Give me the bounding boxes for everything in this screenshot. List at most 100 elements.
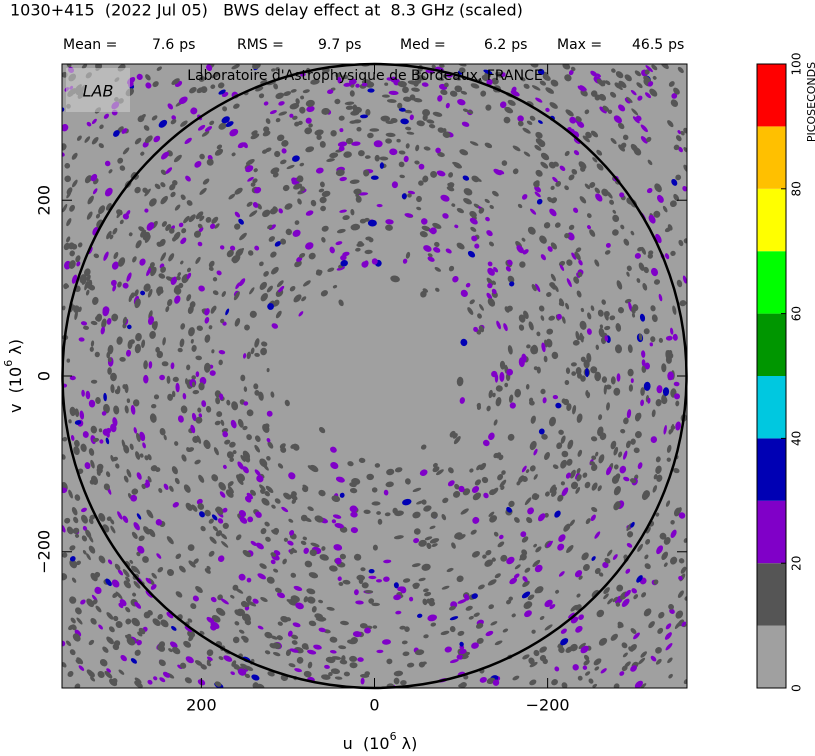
- field-texture: [297, 198, 302, 205]
- field-texture: [226, 399, 231, 406]
- field-texture: [335, 72, 342, 78]
- field-texture: [99, 439, 104, 444]
- field-texture: [501, 470, 506, 475]
- field-texture: [571, 168, 578, 175]
- field-texture: [102, 306, 110, 317]
- field-texture: [467, 307, 474, 315]
- field-texture: [632, 116, 640, 124]
- field-texture: [250, 540, 257, 546]
- field-texture: [449, 430, 456, 438]
- field-texture: [509, 402, 516, 409]
- field-texture: [451, 203, 456, 207]
- field-texture: [74, 533, 80, 538]
- field-texture: [99, 658, 108, 667]
- field-texture: [479, 462, 487, 471]
- field-texture: [550, 242, 558, 250]
- field-texture: [640, 399, 645, 407]
- field-texture: [318, 188, 325, 193]
- field-texture: [140, 151, 145, 156]
- chart-title: 1030+415 (2022 Jul 05) BWS delay effect …: [10, 1, 523, 20]
- field-texture: [159, 428, 166, 436]
- field-texture: [355, 195, 362, 203]
- field-texture: [69, 649, 76, 656]
- field-texture: [215, 507, 220, 514]
- field-texture: [529, 115, 536, 121]
- field-texture: [208, 550, 215, 557]
- field-texture: [242, 466, 249, 474]
- field-texture: [620, 224, 625, 230]
- field-texture: [604, 325, 611, 331]
- field-texture: [361, 582, 369, 589]
- field-texture: [371, 602, 380, 607]
- field-texture: [129, 559, 134, 564]
- field-texture: [244, 324, 250, 331]
- field-texture: [584, 481, 591, 489]
- field-texture: [618, 80, 627, 89]
- field-texture: [361, 82, 368, 87]
- field-texture: [90, 320, 98, 326]
- field-texture: [532, 559, 541, 567]
- field-texture: [271, 323, 279, 329]
- field-texture: [209, 536, 217, 544]
- field-texture: [182, 393, 187, 400]
- field-texture: [98, 143, 104, 149]
- field-texture: [590, 70, 598, 77]
- field-texture: [287, 540, 294, 546]
- field-texture: [423, 634, 429, 639]
- field-texture: [349, 179, 360, 184]
- field-texture: [196, 87, 204, 94]
- field-texture: [400, 680, 407, 686]
- field-texture: [525, 384, 530, 390]
- field-texture: [650, 436, 658, 443]
- field-texture: [252, 598, 259, 604]
- field-texture: [411, 87, 420, 92]
- field-texture: [578, 259, 583, 266]
- field-texture: [377, 518, 383, 525]
- field-texture: [396, 138, 401, 143]
- field-texture: [142, 556, 149, 563]
- field-texture: [107, 559, 113, 565]
- field-texture: [544, 491, 550, 497]
- field-texture: [548, 315, 556, 321]
- field-texture: [200, 664, 207, 670]
- field-texture: [193, 230, 202, 238]
- field-texture: [214, 148, 224, 156]
- field-texture: [316, 269, 322, 276]
- field-texture: [626, 409, 632, 419]
- field-texture: [339, 553, 346, 560]
- field-texture: [371, 258, 378, 265]
- field-texture: [73, 516, 79, 524]
- field-texture: [540, 388, 546, 395]
- field-texture: [85, 390, 91, 400]
- field-texture: [189, 87, 197, 94]
- field-texture: [565, 472, 571, 479]
- field-texture: [640, 651, 647, 658]
- field-texture: [218, 359, 223, 366]
- field-texture: [174, 295, 181, 304]
- field-texture: [339, 128, 344, 133]
- field-texture: [562, 64, 571, 70]
- field-texture: [108, 169, 113, 174]
- field-texture: [318, 627, 326, 633]
- field-texture: [360, 567, 366, 572]
- field-texture: [309, 549, 317, 557]
- stat-name: Mean =: [63, 37, 117, 53]
- field-texture: [243, 453, 249, 461]
- field-texture: [637, 543, 644, 552]
- field-texture: [535, 97, 543, 103]
- field-texture: [683, 678, 687, 685]
- field-texture: [611, 68, 616, 73]
- field-texture: [266, 438, 271, 443]
- field-texture: [124, 405, 129, 414]
- field-texture: [551, 351, 559, 360]
- field-texture: [560, 638, 569, 646]
- field-texture: [133, 399, 140, 405]
- field-texture: [314, 613, 324, 620]
- field-texture: [267, 441, 274, 449]
- field-texture: [627, 368, 634, 377]
- field-texture: [304, 127, 313, 135]
- field-texture: [126, 398, 131, 403]
- field-texture: [254, 469, 261, 477]
- field-texture: [290, 595, 300, 603]
- field-texture: [594, 94, 601, 101]
